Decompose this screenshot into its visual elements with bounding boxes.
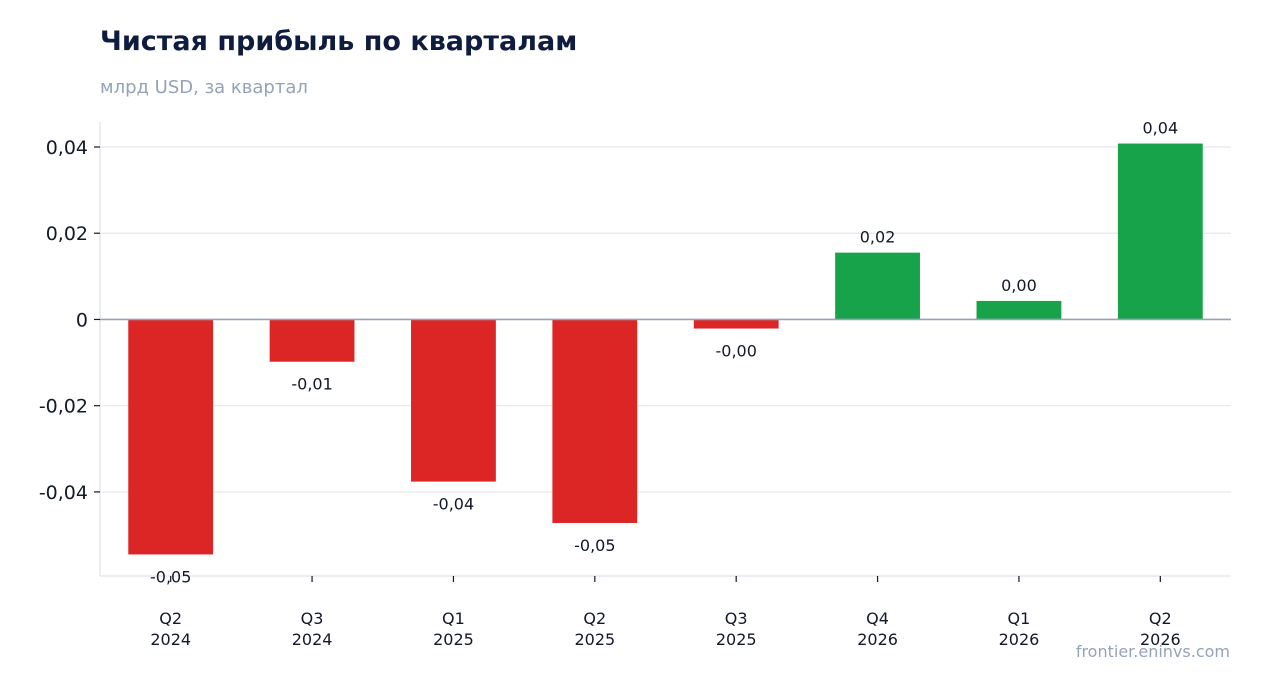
x-tick-label: Q1 [1008,609,1031,628]
source-credit: frontier.eninvs.com [1075,642,1230,661]
chart-title: Чистая прибыль по кварталам [100,26,578,57]
x-tick-label-year: 2024 [150,630,191,649]
bar [411,319,496,482]
x-tick-label: Q2 [1149,609,1172,628]
x-tick-label: Q3 [301,609,324,628]
x-tick-label-year: 2025 [716,630,757,649]
bar [835,252,920,320]
bar [976,300,1062,320]
bar [693,319,779,329]
x-tick-label: Q3 [725,609,748,628]
y-tick-label: 0,04 [46,137,88,159]
data-label: -0,05 [150,567,191,586]
x-tick-label: Q2 [583,609,606,628]
x-tick-label: Q4 [866,609,889,628]
x-tick-label-year: 2025 [574,630,615,649]
bar [1117,143,1203,320]
axis-layer: -0,04 -0,02 0 0,02 0,04 Q2 2024 Q3 2024 Q1 2025 Q2 2… [39,122,1231,649]
chart-subtitle: млрд USD, за квартал [100,77,308,98]
y-tick-label: 0 [76,309,88,331]
grid-layer [100,146,1231,493]
label-layer: -0,05 -0,01 -0,04 -0,05 -0,00 0,02 0,00 0,04 [150,119,1178,587]
bar [269,319,355,362]
data-label: 0,04 [1143,119,1179,138]
data-label: -0,04 [433,495,474,514]
y-tick-label: -0,04 [39,482,88,504]
x-tick-label-year: 2024 [292,630,333,649]
x-tick-label: Q1 [442,609,465,628]
x-tick-label-year: 2026 [999,630,1040,649]
data-label: 0,02 [860,228,896,247]
data-label: -0,00 [715,342,756,361]
x-tick-label-year: 2026 [857,630,898,649]
y-tick-label: -0,02 [39,396,88,418]
bar [552,319,638,523]
x-tick-label-year: 2026 [1140,630,1181,649]
x-tick-label: Q2 [159,609,182,628]
bar-layer [100,143,1231,555]
y-tick-label: 0,02 [46,223,88,245]
bar [128,319,214,555]
data-label: 0,00 [1001,276,1037,295]
x-tick-label-year: 2025 [433,630,474,649]
data-label: -0,05 [574,536,615,555]
data-label: -0,01 [291,375,332,394]
